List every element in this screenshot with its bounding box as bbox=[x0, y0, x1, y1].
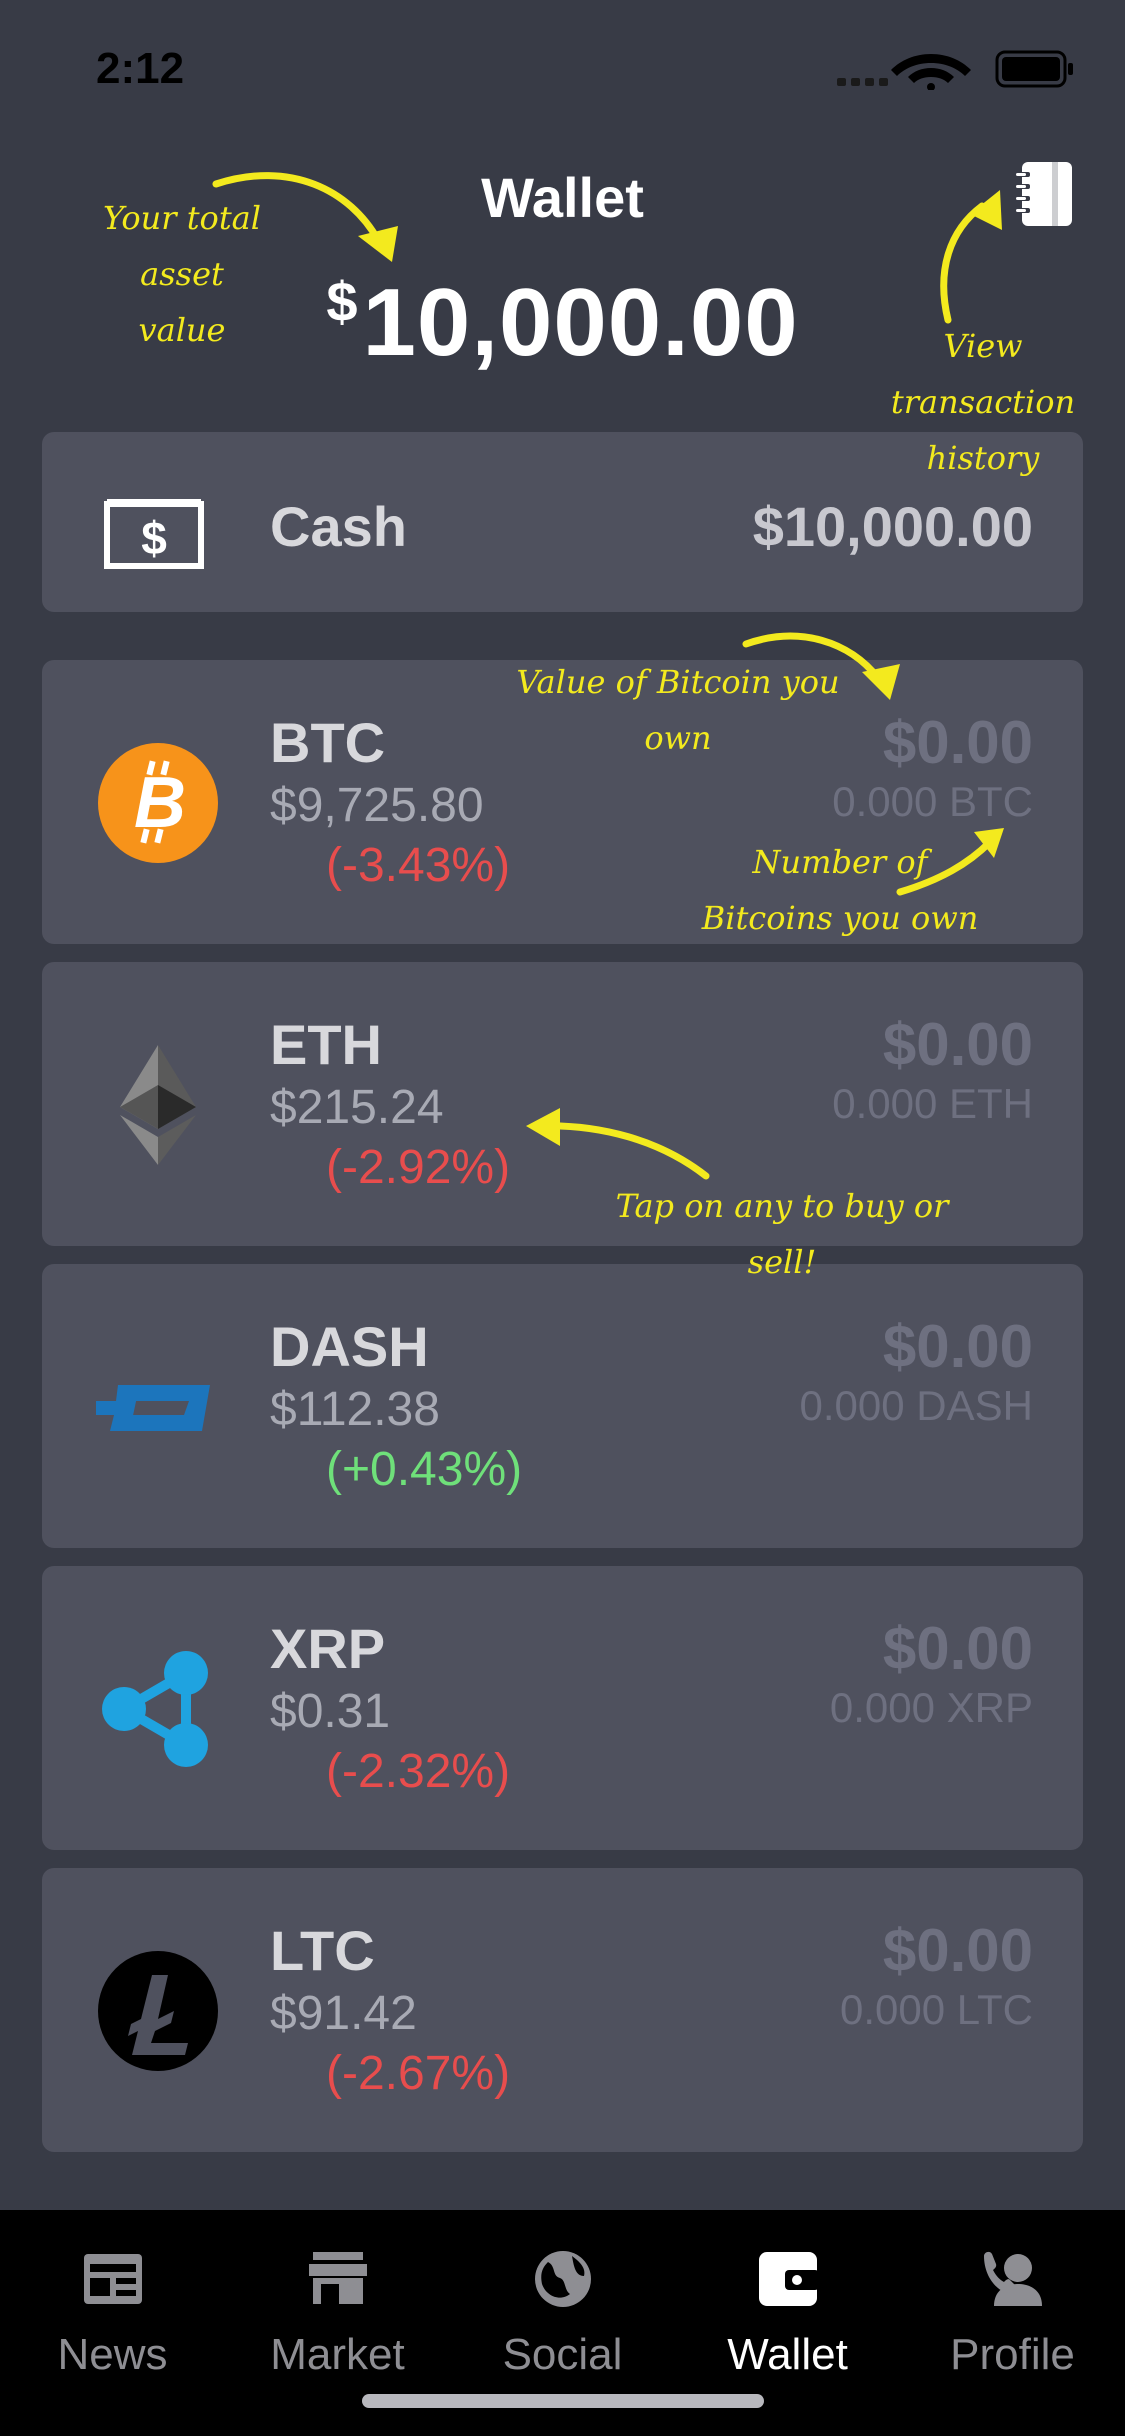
coin-card-eth[interactable]: ETH $215.24 (-2.92%) $0.00 0.000 ETH bbox=[42, 962, 1083, 1246]
annotation-btc-value: Value of Bitcoin you own bbox=[516, 663, 840, 757]
tab-label: Social bbox=[502, 2330, 623, 2379]
tab-label: Market bbox=[270, 2330, 405, 2379]
profile-icon bbox=[984, 2251, 1042, 2306]
coin-value: $0.00 bbox=[882, 1615, 1033, 1682]
coin-symbol: BTC bbox=[270, 711, 386, 774]
coin-card-dash[interactable]: DASH $112.38 (+0.43%) $0.00 0.000 DASH bbox=[42, 1264, 1083, 1548]
coin-price: $112.38 bbox=[270, 1383, 440, 1436]
coin-price: $215.24 bbox=[270, 1081, 444, 1134]
globe-icon bbox=[535, 2251, 591, 2307]
total-asset-value: $10,000.00 bbox=[0, 268, 1125, 378]
cash-icon: $ bbox=[104, 499, 204, 569]
annotation-history: View transaction history bbox=[890, 327, 1076, 477]
coin-card-xrp[interactable]: XRP $0.31 (-2.32%) $0.00 0.000 XRP bbox=[42, 1566, 1083, 1850]
coin-amount: 0.000 ETH bbox=[832, 1080, 1033, 1127]
coin-value: $0.00 bbox=[882, 709, 1033, 776]
coin-amount: 0.000 BTC bbox=[832, 778, 1033, 825]
status-bar: 2:12 bbox=[0, 0, 1125, 135]
coin-symbol: XRP bbox=[270, 1617, 386, 1680]
status-icons bbox=[837, 50, 1073, 90]
annotation-total-value: Your total asset value bbox=[103, 199, 261, 349]
tab-news[interactable]: News bbox=[0, 2210, 225, 2400]
coin-symbol: LTC bbox=[270, 1919, 375, 1982]
wallet-icon bbox=[759, 2252, 819, 2306]
tab-bar: News Market Social Wallet Pro bbox=[0, 2210, 1125, 2436]
tab-market[interactable]: Market bbox=[225, 2210, 450, 2400]
annotation-btc-amount: Number of Bitcoins you own bbox=[701, 843, 979, 937]
home-indicator bbox=[362, 2394, 764, 2408]
tab-profile[interactable]: Profile bbox=[900, 2210, 1125, 2400]
coin-price: $9,725.80 bbox=[270, 779, 484, 832]
currency-symbol: $ bbox=[326, 270, 359, 333]
cash-value: $10,000.00 bbox=[752, 495, 1033, 558]
coin-value: $0.00 bbox=[882, 1917, 1033, 1984]
tab-wallet[interactable]: Wallet bbox=[675, 2210, 900, 2400]
wifi-icon bbox=[891, 54, 971, 90]
tab-label: News bbox=[57, 2330, 168, 2379]
cash-card[interactable]: $ Cash $10,000.00 bbox=[42, 432, 1083, 612]
status-time: 2:12 bbox=[96, 44, 185, 93]
ethereum-icon bbox=[120, 1045, 196, 1165]
cash-label: Cash bbox=[270, 495, 407, 558]
litecoin-icon bbox=[98, 1951, 218, 2071]
page-title: Wallet bbox=[481, 166, 644, 229]
total-value-amount: 10,000.00 bbox=[362, 269, 799, 376]
battery-icon bbox=[995, 50, 1073, 88]
coin-card-btc[interactable]: B BTC $9,725.80 (-3.43%) $0.00 0.000 BTC bbox=[42, 660, 1083, 944]
coin-value: $0.00 bbox=[882, 1313, 1033, 1380]
transaction-history-icon[interactable] bbox=[1012, 160, 1080, 228]
bitcoin-icon: B bbox=[98, 743, 218, 863]
cellular-signal-icon bbox=[837, 78, 888, 86]
coin-amount: 0.000 DASH bbox=[799, 1382, 1033, 1429]
coin-amount: 0.000 LTC bbox=[840, 1986, 1033, 2033]
coin-price: $91.42 bbox=[270, 1987, 417, 2040]
svg-text:$: $ bbox=[141, 512, 167, 564]
coin-change: (-2.32%) bbox=[326, 1745, 511, 1798]
coin-change: (-2.92%) bbox=[326, 1141, 511, 1194]
coin-change: (+0.43%) bbox=[326, 1443, 523, 1496]
tab-label: Wallet bbox=[727, 2330, 848, 2379]
dash-icon bbox=[96, 1385, 210, 1431]
tab-social[interactable]: Social bbox=[450, 2210, 675, 2400]
coin-card-ltc[interactable]: LTC $91.42 (-2.67%) $0.00 0.000 LTC bbox=[42, 1868, 1083, 2152]
coin-amount: 0.000 XRP bbox=[829, 1684, 1033, 1731]
store-icon bbox=[309, 2252, 367, 2304]
tab-label: Profile bbox=[950, 2330, 1075, 2379]
annotation-tap: Tap on any to buy or sell! bbox=[615, 1187, 949, 1281]
coin-symbol: ETH bbox=[270, 1013, 382, 1076]
coin-symbol: DASH bbox=[270, 1315, 429, 1378]
coin-value: $0.00 bbox=[882, 1011, 1033, 1078]
coin-change: (-2.67%) bbox=[326, 2047, 511, 2100]
news-icon bbox=[84, 2254, 142, 2304]
ripple-icon bbox=[102, 1651, 208, 1767]
coin-price: $0.31 bbox=[270, 1685, 391, 1738]
coin-change: (-3.43%) bbox=[326, 839, 511, 892]
